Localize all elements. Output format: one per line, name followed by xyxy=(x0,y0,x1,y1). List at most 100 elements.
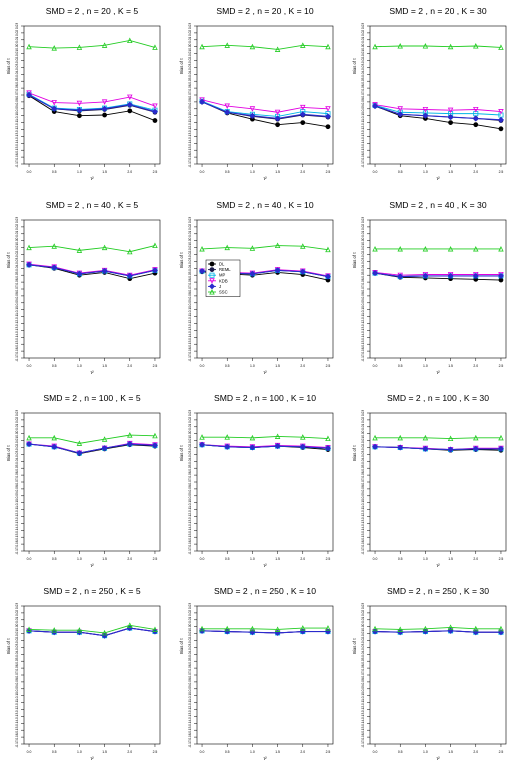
x-tick-label: 0.5 xyxy=(52,170,57,174)
y-tick-label: -0.09 xyxy=(361,105,365,112)
point-ssc xyxy=(249,625,256,632)
point-mp xyxy=(209,272,215,278)
y-tick-label: 0.00 xyxy=(188,237,192,243)
y-tick-label: -0.11 xyxy=(361,506,365,513)
series-line-mp xyxy=(374,104,501,116)
point-ssc xyxy=(473,245,479,252)
x-tick-label: 0.5 xyxy=(398,557,403,561)
y-tick-label: -0.13 xyxy=(188,133,192,140)
y-tick-label: -0.12 xyxy=(15,706,19,713)
y-tick-label: -0.16 xyxy=(361,733,365,740)
point-dl xyxy=(300,120,306,125)
point-j xyxy=(126,272,133,279)
y-tick-label: -0.15 xyxy=(188,146,192,153)
point-ssc xyxy=(249,434,256,441)
point-dl xyxy=(209,261,215,267)
point-kdb xyxy=(127,94,133,101)
y-tick-label: -0.10 xyxy=(361,112,365,119)
point-ssc xyxy=(372,434,378,441)
y-tick-label: 0.02 xyxy=(15,30,19,36)
point-ssc xyxy=(447,245,454,252)
point-ssc xyxy=(325,435,331,442)
point-ssc xyxy=(26,244,32,251)
y-tick-label: -0.15 xyxy=(188,533,192,540)
series-line-j xyxy=(201,101,329,120)
y-tick-label: 0.02 xyxy=(361,417,365,423)
point-j xyxy=(101,445,108,452)
series-line-kdb xyxy=(374,104,501,113)
y-tick-label: -0.01 xyxy=(15,244,19,251)
point-kdb xyxy=(224,103,230,110)
point-dl xyxy=(448,120,453,125)
x-tick-label: 1.5 xyxy=(275,557,280,561)
y-tick-label: -0.08 xyxy=(188,678,192,685)
y-tick-label: -0.12 xyxy=(188,126,192,133)
x-tick-label: 2.5 xyxy=(326,170,331,174)
y-tick-label: -0.06 xyxy=(361,664,365,671)
y-tick-label: -0.16 xyxy=(188,540,192,547)
point-j xyxy=(472,115,479,122)
y-tick-label: 0.00 xyxy=(15,43,19,49)
y-tick-label: -0.07 xyxy=(361,671,365,678)
point-ssc xyxy=(447,624,454,630)
point-ssc xyxy=(51,434,57,441)
y-tick-label: -0.15 xyxy=(15,726,19,733)
y-tick-label: -0.11 xyxy=(361,699,365,706)
point-ssc xyxy=(51,627,57,633)
x-tick-label: 1.0 xyxy=(77,557,82,561)
series-line-j xyxy=(29,627,156,637)
y-tick-label: 0.03 xyxy=(188,603,192,609)
point-kdb xyxy=(447,107,454,114)
y-tick-label: -0.08 xyxy=(188,485,192,492)
y-tick-label: 0.03 xyxy=(15,603,19,609)
point-ssc xyxy=(397,434,403,441)
y-tick-label: -0.04 xyxy=(361,457,365,464)
y-tick-label: -0.05 xyxy=(361,464,365,471)
plot-frame xyxy=(369,605,507,745)
y-tick-label: -0.04 xyxy=(188,457,192,464)
x-tick-label: 1.5 xyxy=(275,364,280,368)
point-ssc xyxy=(101,629,108,636)
y-tick-label: -0.09 xyxy=(361,492,365,499)
y-tick-label: -0.05 xyxy=(15,657,19,664)
series-line-ssc xyxy=(29,624,156,634)
y-tick-label: -0.15 xyxy=(361,533,365,540)
point-ssc xyxy=(101,42,108,48)
point-j xyxy=(472,445,479,452)
y-tick-label: -0.06 xyxy=(361,471,365,478)
y-tick-label: 0.01 xyxy=(15,616,19,622)
y-tick-label: -0.08 xyxy=(361,678,365,685)
y-tick-label: -0.04 xyxy=(361,650,365,657)
point-j xyxy=(274,267,281,274)
x-tick-label: 1.0 xyxy=(250,170,255,174)
point-ssc xyxy=(498,625,504,632)
point-j xyxy=(447,114,454,121)
y-tick-label: -0.11 xyxy=(188,313,192,320)
y-tick-label: -0.17 xyxy=(15,160,19,167)
point-ssc xyxy=(26,43,32,50)
point-ssc xyxy=(498,245,504,252)
x-tick-label: 1.0 xyxy=(77,170,82,174)
point-ssc xyxy=(274,46,281,52)
y-axis-label: Bias of τ xyxy=(352,445,357,461)
y-tick-label: -0.08 xyxy=(361,292,365,299)
series-line-mp xyxy=(201,100,328,117)
y-tick-label: -0.17 xyxy=(188,160,192,167)
y-tick-label: 0.00 xyxy=(15,237,19,243)
y-tick-label: -0.03 xyxy=(15,258,19,265)
point-j xyxy=(372,270,379,277)
point-dl xyxy=(275,122,280,128)
x-axis-label: τ² xyxy=(90,370,94,375)
point-dl xyxy=(325,124,331,130)
x-tick-label: 1.0 xyxy=(77,750,82,754)
y-tick-label: -0.10 xyxy=(15,306,19,313)
x-tick-label: 0.5 xyxy=(52,557,57,561)
y-tick-label: -0.09 xyxy=(188,685,192,692)
point-kdb xyxy=(397,106,403,112)
y-tick-label: 0.01 xyxy=(15,36,19,42)
y-tick-label: -0.15 xyxy=(361,726,365,733)
x-tick-label: 0.0 xyxy=(27,557,32,561)
y-tick-label: -0.14 xyxy=(15,526,19,533)
y-tick-label: -0.03 xyxy=(15,644,19,651)
point-ssc xyxy=(249,43,256,50)
